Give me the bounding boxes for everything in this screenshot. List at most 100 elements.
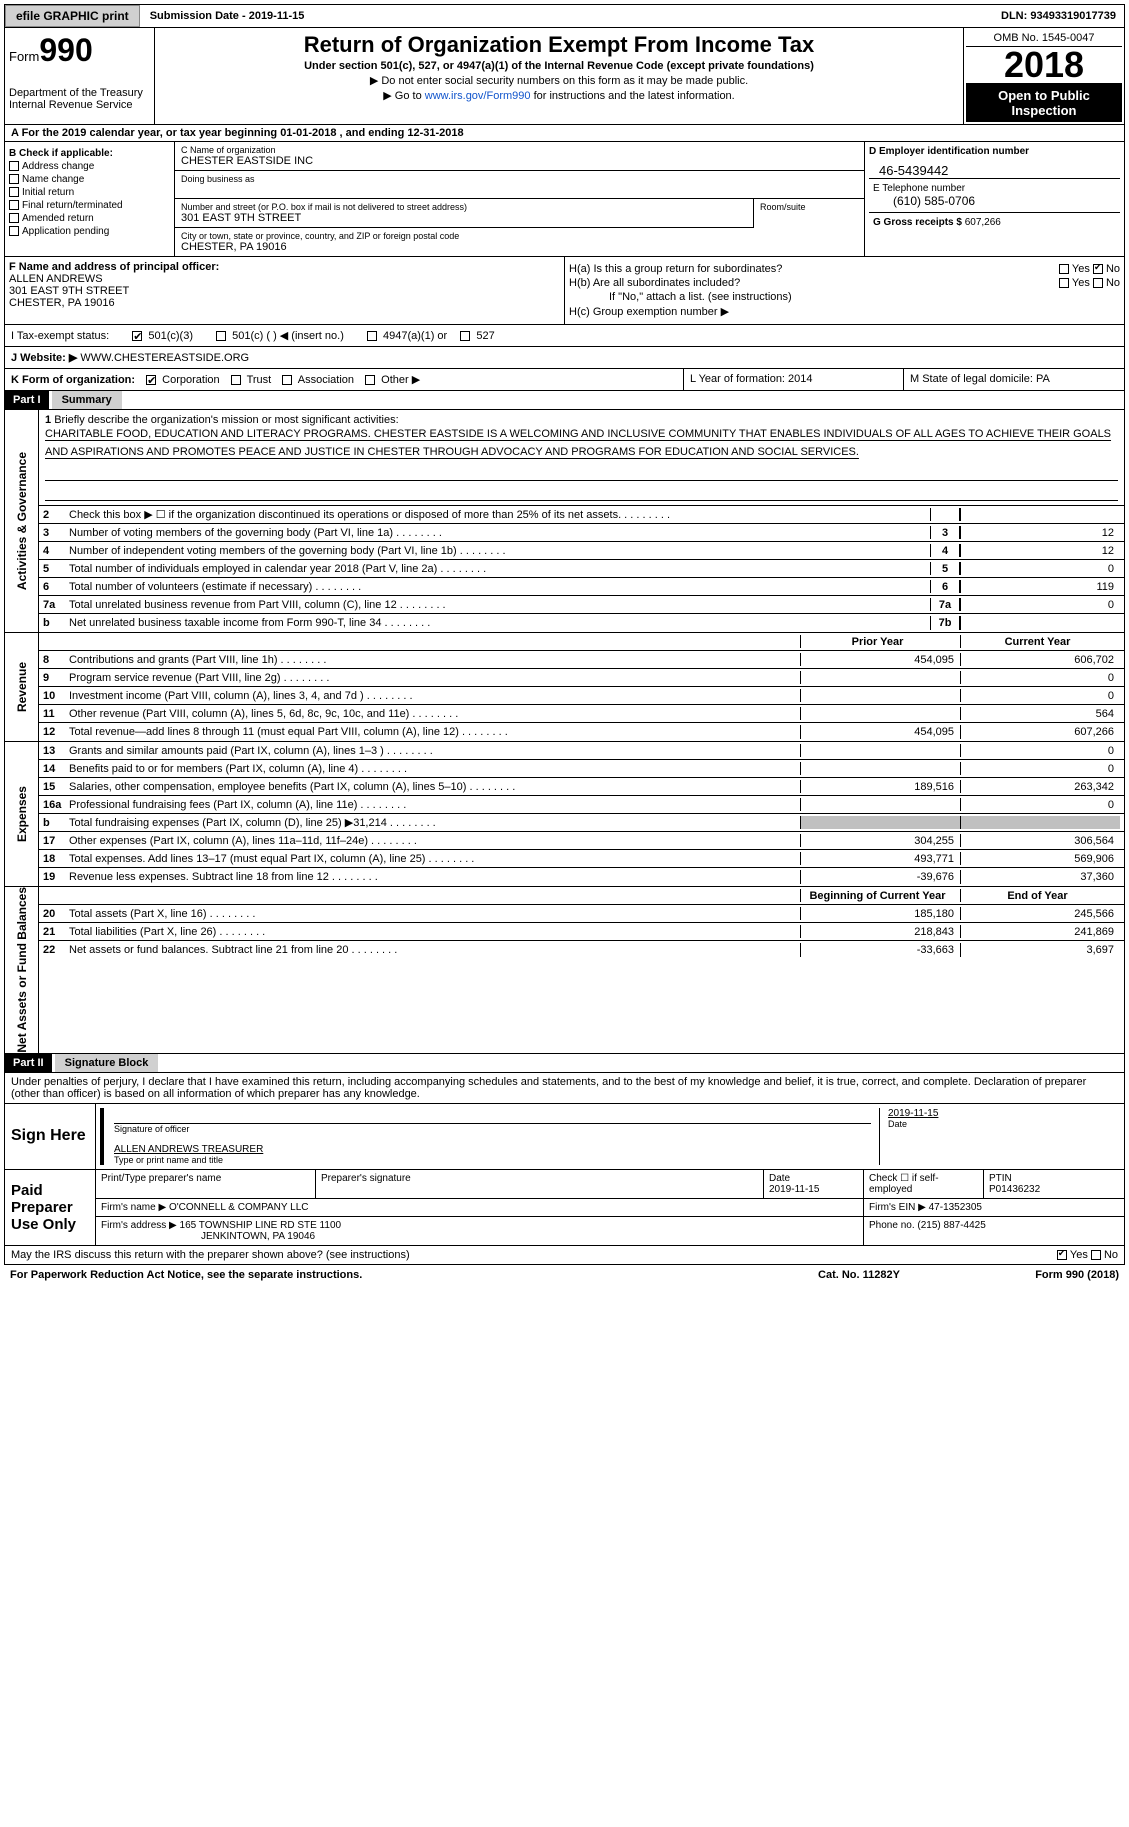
- section-governance: Activities & Governance 1 Briefly descri…: [4, 410, 1125, 633]
- data-line: 16aProfessional fundraising fees (Part I…: [39, 796, 1124, 814]
- line1-num: 1: [45, 414, 51, 426]
- officer-label: F Name and address of principal officer:: [9, 261, 560, 273]
- officer-signature-line[interactable]: [114, 1108, 871, 1124]
- discuss-no[interactable]: [1091, 1250, 1101, 1260]
- firm-addr1: 165 TOWNSHIP LINE RD STE 1100: [180, 1220, 342, 1231]
- data-line: 9Program service revenue (Part VIII, lin…: [39, 669, 1124, 687]
- ein-label: D Employer identification number: [869, 146, 1120, 157]
- data-line: 19Revenue less expenses. Subtract line 1…: [39, 868, 1124, 886]
- city-label: City or town, state or province, country…: [181, 231, 858, 241]
- prep-sig-hdr: Preparer's signature: [321, 1173, 758, 1184]
- prep-name-hdr: Print/Type preparer's name: [101, 1173, 310, 1184]
- hb-no[interactable]: [1093, 278, 1103, 288]
- gov-line: 5Total number of individuals employed in…: [39, 560, 1124, 578]
- hb-yes[interactable]: [1059, 278, 1069, 288]
- chk-501c3[interactable]: [132, 331, 142, 341]
- state-domicile: M State of legal domicile: PA: [904, 369, 1124, 390]
- subtitle: Under section 501(c), 527, or 4947(a)(1)…: [163, 60, 955, 72]
- chk-corp[interactable]: [146, 375, 156, 385]
- open-to-public: Open to Public Inspection: [966, 84, 1122, 122]
- ha-no[interactable]: [1093, 264, 1103, 274]
- tax-status-label: I Tax-exempt status:: [11, 330, 109, 342]
- year-formation: L Year of formation: 2014: [684, 369, 904, 390]
- chk-4947[interactable]: [367, 331, 377, 341]
- name-title-cap: Type or print name and title: [114, 1155, 871, 1165]
- data-line: 11Other revenue (Part VIII, column (A), …: [39, 705, 1124, 723]
- hb-label: H(b) Are all subordinates included?: [569, 277, 1059, 289]
- date-cap: Date: [888, 1119, 1120, 1129]
- part1-badge: Part I: [5, 391, 49, 409]
- firm-addr2: JENKINTOWN, PA 19046: [101, 1231, 315, 1242]
- firm-name: O'CONNELL & COMPANY LLC: [169, 1202, 309, 1213]
- officer-name: ALLEN ANDREWS: [9, 273, 560, 285]
- dln-number: DLN: 93493319017739: [993, 7, 1124, 25]
- row-klm: K Form of organization: Corporation Trus…: [4, 369, 1125, 391]
- sign-here-label: Sign Here: [5, 1104, 95, 1169]
- end-year-hdr: End of Year: [960, 889, 1120, 902]
- firm-phone-lbl: Phone no.: [869, 1220, 915, 1231]
- firm-ein-lbl: Firm's EIN ▶: [869, 1202, 926, 1213]
- website-label: J Website: ▶: [11, 352, 77, 364]
- irs-link[interactable]: www.irs.gov/Form990: [425, 90, 531, 102]
- note-goto: ▶ Go to www.irs.gov/Form990 for instruct…: [163, 89, 955, 102]
- vert-exp: Expenses: [15, 786, 29, 842]
- pra-notice: For Paperwork Reduction Act Notice, see …: [10, 1269, 759, 1281]
- data-line: 20Total assets (Part X, line 16)185,1802…: [39, 905, 1124, 923]
- part2-title: Signature Block: [55, 1054, 159, 1072]
- discuss-row: May the IRS discuss this return with the…: [4, 1246, 1125, 1265]
- section-revenue: Revenue Prior Year Current Year 8Contrib…: [4, 633, 1125, 742]
- section-net-assets: Net Assets or Fund Balances Beginning of…: [4, 887, 1125, 1054]
- sign-date: 2019-11-15: [888, 1108, 1120, 1119]
- current-year-hdr: Current Year: [960, 635, 1120, 648]
- penalties-text: Under penalties of perjury, I declare th…: [4, 1073, 1125, 1104]
- chk-final-return[interactable]: [9, 200, 19, 210]
- data-line: bTotal fundraising expenses (Part IX, co…: [39, 814, 1124, 832]
- chk-name-change[interactable]: [9, 174, 19, 184]
- data-line: 18Total expenses. Add lines 13–17 (must …: [39, 850, 1124, 868]
- chk-app-pending[interactable]: [9, 226, 19, 236]
- data-line: 8Contributions and grants (Part VIII, li…: [39, 651, 1124, 669]
- officer-street: 301 EAST 9TH STREET: [9, 285, 560, 297]
- gov-line: bNet unrelated business taxable income f…: [39, 614, 1124, 632]
- page-footer: For Paperwork Reduction Act Notice, see …: [4, 1265, 1125, 1285]
- part1-title: Summary: [52, 391, 122, 409]
- vert-rev: Revenue: [15, 662, 29, 712]
- org-name-label: C Name of organization: [181, 145, 858, 155]
- chk-initial-return[interactable]: [9, 187, 19, 197]
- prep-selfemp: Check ☐ if self-employed: [864, 1170, 984, 1198]
- data-line: 15Salaries, other compensation, employee…: [39, 778, 1124, 796]
- form-word: Form: [9, 49, 39, 64]
- chk-address-change[interactable]: [9, 161, 19, 171]
- blank-line: [45, 465, 1118, 481]
- top-bar: efile GRAPHIC print Submission Date - 20…: [4, 4, 1125, 28]
- street-label: Number and street (or P.O. box if mail i…: [181, 202, 747, 212]
- data-line: 13Grants and similar amounts paid (Part …: [39, 742, 1124, 760]
- room-label: Room/suite: [760, 202, 858, 212]
- block-fh: F Name and address of principal officer:…: [4, 257, 1125, 325]
- efile-print-button[interactable]: efile GRAPHIC print: [5, 5, 140, 27]
- ha-label: H(a) Is this a group return for subordin…: [569, 263, 1059, 275]
- sig-officer-cap: Signature of officer: [114, 1124, 871, 1134]
- data-line: 17Other expenses (Part IX, column (A), l…: [39, 832, 1124, 850]
- chk-trust[interactable]: [231, 375, 241, 385]
- mission-label: Briefly describe the organization's miss…: [54, 414, 398, 426]
- data-line: 22Net assets or fund balances. Subtract …: [39, 941, 1124, 959]
- hc-label: H(c) Group exemption number ▶: [569, 305, 1120, 318]
- discuss-yes[interactable]: [1057, 1250, 1067, 1260]
- chk-other[interactable]: [365, 375, 375, 385]
- ha-yes[interactable]: [1059, 264, 1069, 274]
- chk-assoc[interactable]: [282, 375, 292, 385]
- section-a-period: A For the 2019 calendar year, or tax yea…: [4, 125, 1125, 142]
- irs-label: Internal Revenue Service: [9, 99, 150, 111]
- section-expenses: Expenses 13Grants and similar amounts pa…: [4, 742, 1125, 887]
- telephone-value: (610) 585-0706: [873, 194, 1116, 208]
- gross-receipts-value: 607,266: [965, 217, 1001, 228]
- col-b-header: B Check if applicable:: [9, 148, 170, 159]
- prep-date-hdr: Date: [769, 1173, 858, 1184]
- chk-501c[interactable]: [216, 331, 226, 341]
- data-line: 10Investment income (Part VIII, column (…: [39, 687, 1124, 705]
- col-b-checkboxes: B Check if applicable: Address change Na…: [5, 142, 175, 256]
- gov-line: 2Check this box ▶ ☐ if the organization …: [39, 506, 1124, 524]
- chk-527[interactable]: [460, 331, 470, 341]
- chk-amended[interactable]: [9, 213, 19, 223]
